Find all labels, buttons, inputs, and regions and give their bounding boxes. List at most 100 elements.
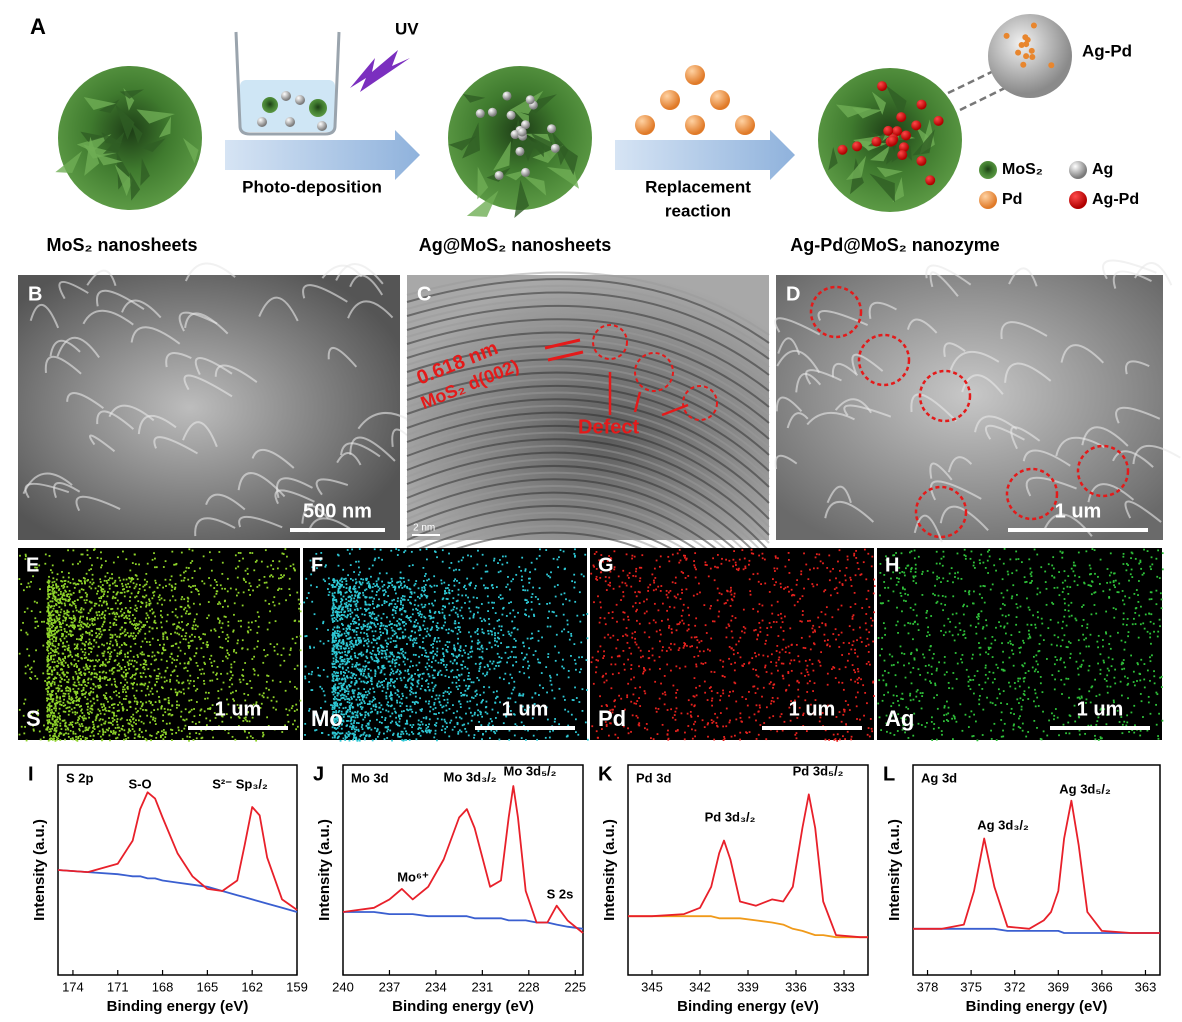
eds-dot xyxy=(56,573,59,576)
eds-dot xyxy=(109,633,112,636)
eds-dot xyxy=(435,624,438,627)
eds-dot xyxy=(427,578,430,581)
eds-dot xyxy=(350,655,352,658)
eds-dot xyxy=(180,691,183,694)
eds-dot xyxy=(145,572,148,575)
eds-dot xyxy=(52,613,55,616)
eds-dot xyxy=(32,728,35,731)
eds-dot xyxy=(145,605,147,608)
legend-label: MoS₂ xyxy=(1002,161,1043,178)
eds-dot xyxy=(66,727,69,730)
eds-dot xyxy=(73,582,76,585)
eds-dot xyxy=(134,637,136,640)
eds-dot xyxy=(354,587,357,590)
eds-dot xyxy=(208,551,211,554)
eds-dot xyxy=(158,672,161,675)
eds-dot xyxy=(236,576,239,579)
eds-dot xyxy=(67,692,70,695)
eds-dot xyxy=(331,653,334,656)
eds-dot xyxy=(396,701,399,704)
eds-dot xyxy=(443,592,446,595)
eds-dot xyxy=(356,657,359,659)
eds-dot xyxy=(127,590,130,592)
eds-dot xyxy=(77,677,79,680)
eds-dot xyxy=(496,695,499,698)
eds-dot xyxy=(334,683,337,686)
eds-dot xyxy=(209,584,212,587)
eds-dot xyxy=(49,606,52,609)
eds-dot xyxy=(114,584,117,587)
lattice-mark xyxy=(544,338,581,350)
eds-dot xyxy=(141,703,144,706)
eds-dot xyxy=(230,666,233,669)
eds-dot xyxy=(102,731,105,734)
eds-dot xyxy=(338,698,341,701)
eds-dot xyxy=(492,607,494,609)
eds-dot xyxy=(493,627,496,630)
eds-dot xyxy=(217,617,219,620)
eds-dot xyxy=(57,737,59,740)
eds-dot xyxy=(362,594,365,597)
eds-dot xyxy=(422,580,425,582)
eds-dot xyxy=(364,666,367,668)
eds-dot xyxy=(364,714,367,716)
eds-dot xyxy=(530,608,533,611)
eds-dot xyxy=(375,654,378,656)
eds-dot xyxy=(148,616,150,619)
eds-dot xyxy=(341,666,344,669)
eds-dot xyxy=(366,694,369,696)
eds-dot xyxy=(47,602,50,604)
eds-dot xyxy=(343,614,345,617)
eds-dot xyxy=(355,662,358,664)
eds-dot xyxy=(95,632,97,635)
eds-dot xyxy=(95,602,98,605)
eds-dot xyxy=(244,569,247,572)
eds-dot xyxy=(32,575,34,578)
eds-dot xyxy=(102,652,105,655)
eds-dot xyxy=(165,660,168,663)
eds-dot xyxy=(385,697,388,700)
eds-dot xyxy=(356,710,359,713)
eds-dot xyxy=(584,721,587,724)
eds-dot xyxy=(125,691,127,694)
eds-dot xyxy=(409,708,411,711)
eds-dot xyxy=(198,593,200,596)
eds-dot xyxy=(171,550,174,553)
eds-dot xyxy=(103,590,106,593)
eds-dot xyxy=(441,725,444,728)
eds-dot xyxy=(334,691,337,694)
flake xyxy=(868,301,897,320)
eds-dot xyxy=(333,599,336,602)
eds-dot xyxy=(139,628,142,631)
eds-dot xyxy=(108,660,111,663)
eds-dot xyxy=(546,573,548,576)
eds-dot xyxy=(72,730,75,733)
eds-dot xyxy=(64,619,67,622)
eds-dot xyxy=(104,664,107,667)
eds-dot xyxy=(398,714,400,717)
eds-dot xyxy=(86,593,89,596)
eds-dot xyxy=(419,724,421,726)
uv-label: UV xyxy=(395,19,419,38)
eds-dot xyxy=(335,584,338,586)
eds-dot xyxy=(416,680,419,683)
eds-dot xyxy=(60,732,63,735)
eds-dot xyxy=(165,585,167,587)
eds-dot xyxy=(487,629,489,632)
eds-dot xyxy=(531,632,533,635)
eds-dot xyxy=(134,563,137,566)
eds-dot xyxy=(58,707,61,710)
lattice-fringe xyxy=(406,438,770,536)
eds-dot xyxy=(399,677,402,680)
eds-dot xyxy=(514,639,517,642)
eds-dot xyxy=(390,626,393,629)
eds-dot xyxy=(130,632,133,635)
eds-dot xyxy=(133,694,136,697)
eds-dot xyxy=(408,739,411,741)
eds-dot xyxy=(397,628,400,630)
eds-dot xyxy=(157,651,160,654)
eds-dot xyxy=(380,704,383,707)
eds-dot xyxy=(200,672,203,675)
eds-dot xyxy=(89,557,92,559)
